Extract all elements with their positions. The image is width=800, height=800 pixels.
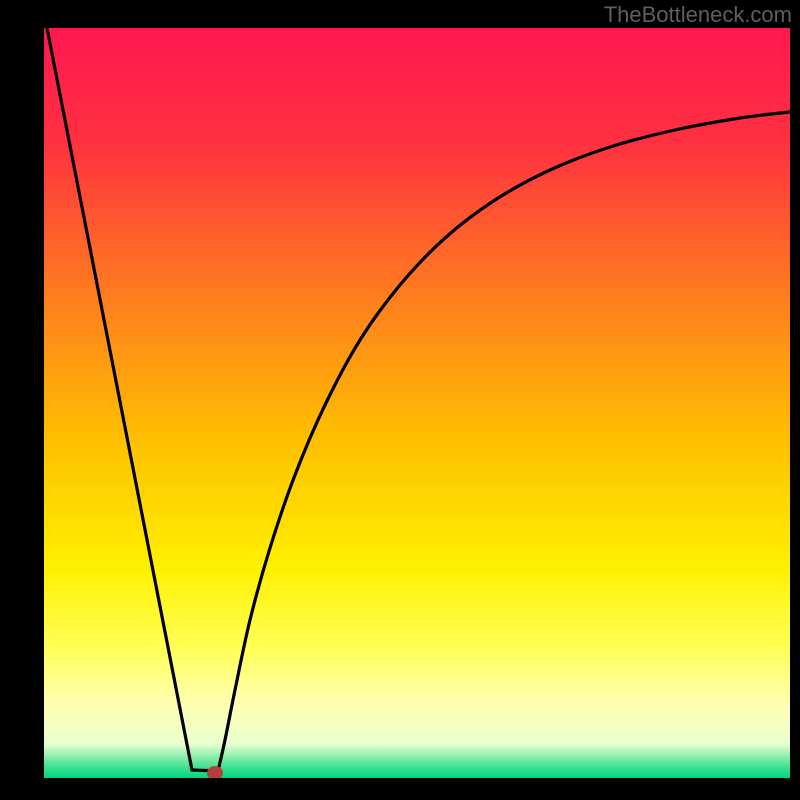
bottleneck-chart — [0, 0, 800, 800]
chart-container: TheBottleneck.com — [0, 0, 800, 800]
watermark-text: TheBottleneck.com — [604, 2, 792, 28]
